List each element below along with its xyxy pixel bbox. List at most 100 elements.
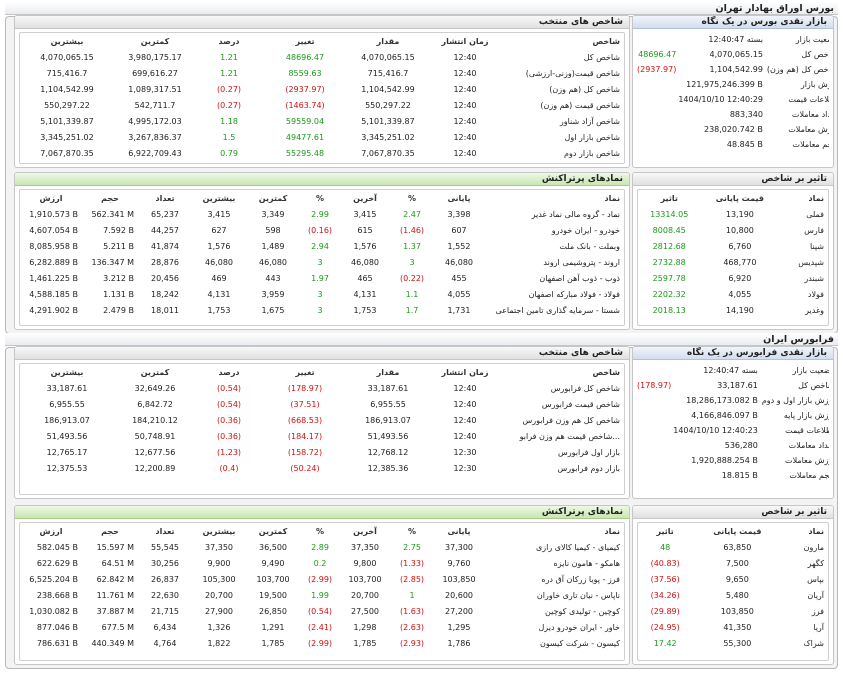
active-row[interactable]: 238.668 B 11.761 M 22,630 20,700 19,500 1.99 2…: [20, 587, 624, 603]
overview-label: وضعیت بازار: [795, 35, 829, 44]
impact-symbol[interactable]: شپنا: [810, 241, 824, 251]
active-cell-name[interactable]: ناپاس - نیان تاری خاوران: [536, 590, 620, 600]
active-row[interactable]: 877.046 B 677.5 M 6,434 1,326 1,291 (2.41) 1,2…: [20, 619, 624, 635]
overview-value: 1404/10/10 12:40:23: [673, 426, 758, 435]
active-cell-min: 9,490: [261, 558, 285, 568]
indices-row[interactable]: 5,101,339.87 4,995,172.03 1.18 59559.04 5,10…: [20, 113, 624, 129]
impact-symbol[interactable]: آریان: [807, 590, 824, 600]
active-row[interactable]: 4,588.185 B 1.131 B 18,242 4,131 3,959 3 4,131…: [20, 286, 624, 302]
active-row[interactable]: 4,291.902 B 2.479 B 18,011 1,753 1,675 3 1,753…: [20, 302, 624, 318]
impact-price: 103,850: [720, 606, 754, 616]
tehran-impact-panel: تاثیر بر شاخص تاثیر قیمت پایانی نماد 13314.…: [632, 172, 834, 330]
active-cell-name[interactable]: شستا - سرمایه گذاری تامین اجتماعی: [495, 305, 620, 315]
indices-row[interactable]: 12,375.53 12,200.89 (0.4) (50.24) 12,385.36 1…: [20, 460, 624, 476]
impact-symbol[interactable]: آریا: [813, 622, 824, 632]
impact-price: 14,190: [725, 305, 754, 315]
active-cell-name[interactable]: خاور - ایران خودرو دیزل: [538, 622, 620, 632]
active-row[interactable]: 6,282.889 B 136.347 M 28,876 46,080 46,080 3 4…: [20, 254, 624, 270]
active-cell-value: 4,588.185 B: [29, 289, 78, 299]
active-row[interactable]: 786.631 B 440.349 M 4,764 1,822 1,785 (2.99) 1…: [20, 635, 624, 651]
overview-value: 121,975,246.399 B: [686, 80, 763, 89]
indices-row[interactable]: 550,297.22 542,711.7 (0.27) (1463.74) 550,29…: [20, 97, 624, 113]
impact-row[interactable]: 2018.13 14,190 وغدیر: [638, 302, 828, 318]
impact-symbol[interactable]: شپدیس: [798, 257, 824, 267]
indices-header-row: بیشترین کمترین درصد تغییر مقدار زمان انتشار شا…: [20, 33, 624, 49]
indices-row[interactable]: 51,493.56 50,748.91 (0.36) (184.17) 51,493.5…: [20, 428, 624, 444]
indices-row[interactable]: 186,913.07 184,210.12 (0.36) (668.53) 186,91…: [20, 412, 624, 428]
impact-symbol[interactable]: شراک: [803, 638, 825, 648]
impact-header: تاثیر: [656, 526, 674, 536]
fara-impact-panel: تاثیر بر شاخص تاثیر قیمت پایانی نماد 48 63,8…: [632, 505, 834, 665]
indices-row[interactable]: 33,187.61 32,649.26 (0.54) (178.97) 33,187.6…: [20, 380, 624, 396]
impact-row[interactable]: 2732.88 468,770 شپدیس: [638, 254, 828, 270]
overview-row: بسته 12:40:47 وضعیت بازار: [637, 363, 829, 378]
impact-row[interactable]: (34.26) 5,480 آریان: [638, 587, 828, 603]
impact-symbol[interactable]: شبندر: [804, 273, 824, 283]
indices-row[interactable]: 4,070,065.15 3,980,175.17 1.21 48696.47 4,07…: [20, 49, 624, 65]
active-cell-close-pct: (1.63): [399, 606, 425, 616]
indices-cell-time: 12:40: [453, 383, 477, 393]
impact-row[interactable]: 2597.78 6,920 شبندر: [638, 270, 828, 286]
indices-cell-max: 6,955.55: [49, 399, 85, 409]
indices-row[interactable]: 1,104,542.99 1,089,317.51 (0.27) (2937.97) 1…: [20, 81, 624, 97]
impact-symbol[interactable]: فملی: [806, 209, 824, 219]
active-cell-name[interactable]: کیسون - شرکت کیسون: [539, 638, 620, 648]
overview-label: ارزش معاملات: [785, 456, 829, 465]
overview-row: 238,020.742 B ارزش معاملات: [637, 122, 829, 137]
active-row[interactable]: 1,461.225 B 3.212 B 20,456 469 443 1.97 465 (0.…: [20, 270, 624, 286]
impact-row[interactable]: 48 63,850 مارون: [638, 539, 828, 555]
indices-row[interactable]: 715,416.7 699,616.27 1.21 8559.63 715,416.7 1…: [20, 65, 624, 81]
active-row[interactable]: 582.045 B 15.597 M 55,545 37,350 36,500 2.89 3…: [20, 539, 624, 555]
impact-symbol[interactable]: کگهر: [807, 558, 824, 568]
indices-row[interactable]: 7,067,870.35 6,922,709.43 0.79 55295.48 7,06…: [20, 145, 624, 161]
active-cell-name[interactable]: کیمیای - کیمیا کالای رازی: [536, 542, 620, 552]
indices-row[interactable]: 3,345,251.02 3,267,836.37 1.5 49477.61 3,345…: [20, 129, 624, 145]
impact-row[interactable]: (24.95) 41,350 آریا: [638, 619, 828, 635]
impact-symbol[interactable]: فارس: [804, 225, 824, 235]
indices-cell-max: 4,070,065.15: [40, 52, 94, 62]
impact-row[interactable]: (29.89) 103,850 فرز: [638, 603, 828, 619]
active-row[interactable]: 1,910.573 B 562.341 M 65,237 3,415 3,349 2.99…: [20, 206, 624, 222]
active-row[interactable]: 622.629 B 64.51 M 30,256 9,900 9,490 0.2 9,800…: [20, 555, 624, 571]
active-cell-min: 598: [265, 225, 281, 235]
indices-cell-change: (184.17): [287, 431, 323, 441]
active-cell-last-pct: 3: [317, 305, 323, 315]
impact-symbol[interactable]: مارون: [803, 542, 824, 552]
impact-row[interactable]: 2202.32 4,055 فولاد: [638, 286, 828, 302]
indices-cell-percent: (0.27): [216, 100, 242, 110]
active-cell-name[interactable]: نماد - گروه مالی نماد غدیر: [531, 209, 620, 219]
impact-header-row: تاثیر قیمت پایانی نماد: [638, 190, 828, 206]
active-cell-name[interactable]: کوچین - تولیدی کوچین: [545, 606, 620, 616]
active-header-row: ارزش حجم تعداد بیشترین کمترین% آخرین% پایانی نم…: [20, 523, 624, 539]
indices-row[interactable]: 12,765.17 12,677.56 (1.23) (158.72) 12,768.1…: [20, 444, 624, 460]
active-cell-name[interactable]: فولاد - فولاد مبارکه اصفهان: [528, 289, 620, 299]
active-row[interactable]: 8,085.958 B 5.211 B 41,874 1,576 1,489 2.94 1,…: [20, 238, 624, 254]
active-cell-name[interactable]: اروند - پتروشیمی اروند: [543, 257, 620, 267]
impact-row[interactable]: (37.56) 9,650 بپاس: [638, 571, 828, 587]
impact-row[interactable]: 13314.05 13,190 فملی: [638, 206, 828, 222]
active-row[interactable]: 4,607.054 B 7.592 B 44,257 627 598 (0.16) 615 (…: [20, 222, 624, 238]
indices-cell-name: شاخص قیمت(وزنی-ارزشی): [525, 68, 620, 78]
impact-symbol[interactable]: وغدیر: [805, 305, 824, 315]
active-row[interactable]: 6,525.204 B 62.842 M 26,837 105,300 103,700 (…: [20, 571, 624, 587]
active-cell-name[interactable]: هامکو - هامون نایزه: [553, 558, 620, 568]
active-cell-name[interactable]: فرز - پویا زرکان آق دره: [541, 574, 620, 584]
impact-row[interactable]: 2812.68 6,760 شپنا: [638, 238, 828, 254]
impact-row[interactable]: 17.42 55,300 شراک: [638, 635, 828, 651]
active-cell-name[interactable]: وبملت - بانک ملت: [559, 241, 620, 251]
indices-row[interactable]: 6,955.55 6,842.72 (0.54) (37.51) 6,955.55 12:…: [20, 396, 624, 412]
active-cell-name[interactable]: ذوب - ذوب آهن اصفهان: [539, 273, 620, 283]
indices-cell-name: شاخص کل (هم وزن): [549, 84, 620, 94]
impact-row[interactable]: 8008.45 10,800 فارس: [638, 222, 828, 238]
active-row[interactable]: 1,030.082 B 37.887 M 21,715 27,900 26,850 (0.…: [20, 603, 624, 619]
indices-header: بیشترین: [50, 36, 84, 46]
impact-header: قیمت پایانی: [713, 526, 762, 536]
impact-symbol[interactable]: فولاد: [807, 289, 824, 299]
active-cell-last-pct: (2.41): [307, 622, 333, 632]
active-cell-name[interactable]: خودرو - ایران خودرو: [551, 225, 620, 235]
indices-cell-time: 12:40: [453, 148, 477, 158]
impact-symbol[interactable]: فرز: [811, 606, 824, 616]
impact-symbol[interactable]: بپاس: [807, 574, 824, 584]
impact-header: تاثیر: [660, 193, 678, 203]
impact-row[interactable]: (40.83) 7,500 کگهر: [638, 555, 828, 571]
